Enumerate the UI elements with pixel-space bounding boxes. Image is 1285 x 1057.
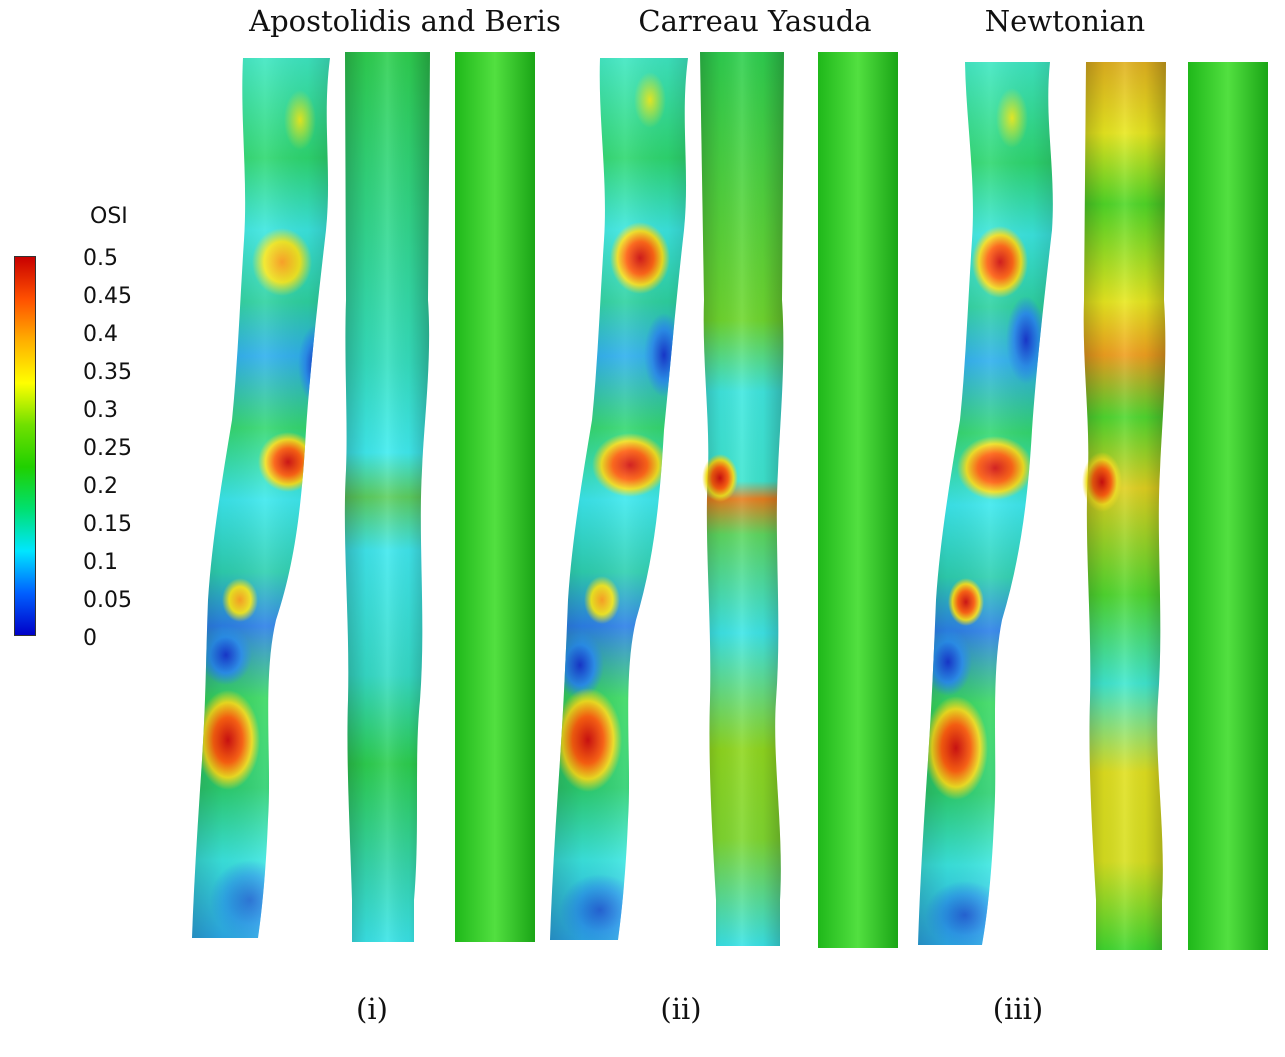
- colorbar-title: OSI: [90, 204, 128, 229]
- colorbar-tick: 0: [83, 626, 97, 651]
- colorbar-tick: 0.2: [83, 474, 118, 499]
- vessel-apostolidis-straight: [455, 52, 535, 942]
- colorbar-tick: 0.15: [83, 512, 132, 537]
- vessel-apostolidis-wall: [192, 58, 330, 938]
- group-title-newtonian: Newtonian: [984, 4, 1146, 38]
- vessel-newtonian-middle: [1082, 62, 1166, 950]
- colorbar: [14, 256, 36, 636]
- group-label-i: (i): [356, 992, 388, 1026]
- colorbar-tick: 0.35: [83, 360, 132, 385]
- group-title-carreau-yasuda: Carreau Yasuda: [638, 4, 872, 38]
- group-label-iii: (iii): [992, 992, 1044, 1026]
- group-title-apostolidis-beris: Apostolidis and Beris: [249, 4, 561, 38]
- group-label-ii: (ii): [660, 992, 702, 1026]
- vessel-newtonian-wall: [918, 62, 1053, 945]
- colorbar-tick: 0.25: [83, 436, 132, 461]
- vessel-newtonian-straight: [1188, 62, 1268, 950]
- colorbar-tick: 0.45: [83, 284, 132, 309]
- colorbar-tick: 0.5: [83, 246, 118, 271]
- colorbar-tick: 0.05: [83, 588, 132, 613]
- colorbar-tick: 0.4: [83, 322, 118, 347]
- vessel-apostolidis-middle: [344, 52, 430, 942]
- vessel-carreau-straight: [818, 52, 898, 948]
- colorbar-tick: 0.1: [83, 550, 118, 575]
- vessel-carreau-middle: [700, 52, 784, 946]
- vessel-carreau-wall: [550, 58, 688, 940]
- colorbar-tick: 0.3: [83, 398, 118, 423]
